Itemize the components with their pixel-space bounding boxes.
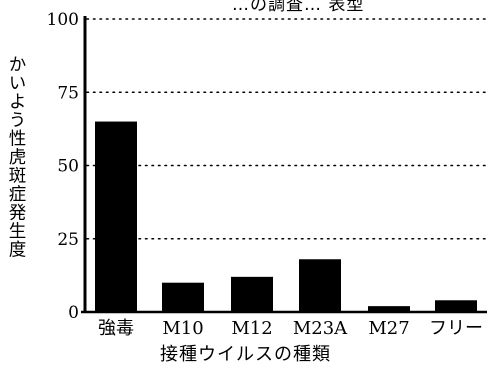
bar-2 [231,276,273,312]
bar-1 [162,282,204,312]
x-tick-label-3: M23A [293,318,348,339]
y-tick-label-50: 50 [57,157,79,177]
y-axis-label: かいよう性虎斑症発生度 [6,55,26,259]
bar-0 [95,121,137,312]
x-tick-label-4: M27 [368,318,409,339]
x-tick-label-1: M10 [162,318,203,339]
y-tick-label-75: 75 [57,83,79,103]
bar-4 [368,306,410,312]
y-tick-label-25: 25 [57,230,79,250]
y-tick-label-0: 0 [68,303,79,323]
x-tick-label-2: M12 [231,318,272,339]
x-tick-label-0: 強毒 [98,318,134,339]
bar-3 [299,259,341,312]
bar-5 [435,300,477,312]
y-tick-label-100: 100 [47,10,79,30]
x-axis-label: 接種ウイルスの種類 [160,344,331,365]
chart-title: …の調査… 表型 [232,0,365,15]
x-tick-label-5: フリー [429,318,483,339]
